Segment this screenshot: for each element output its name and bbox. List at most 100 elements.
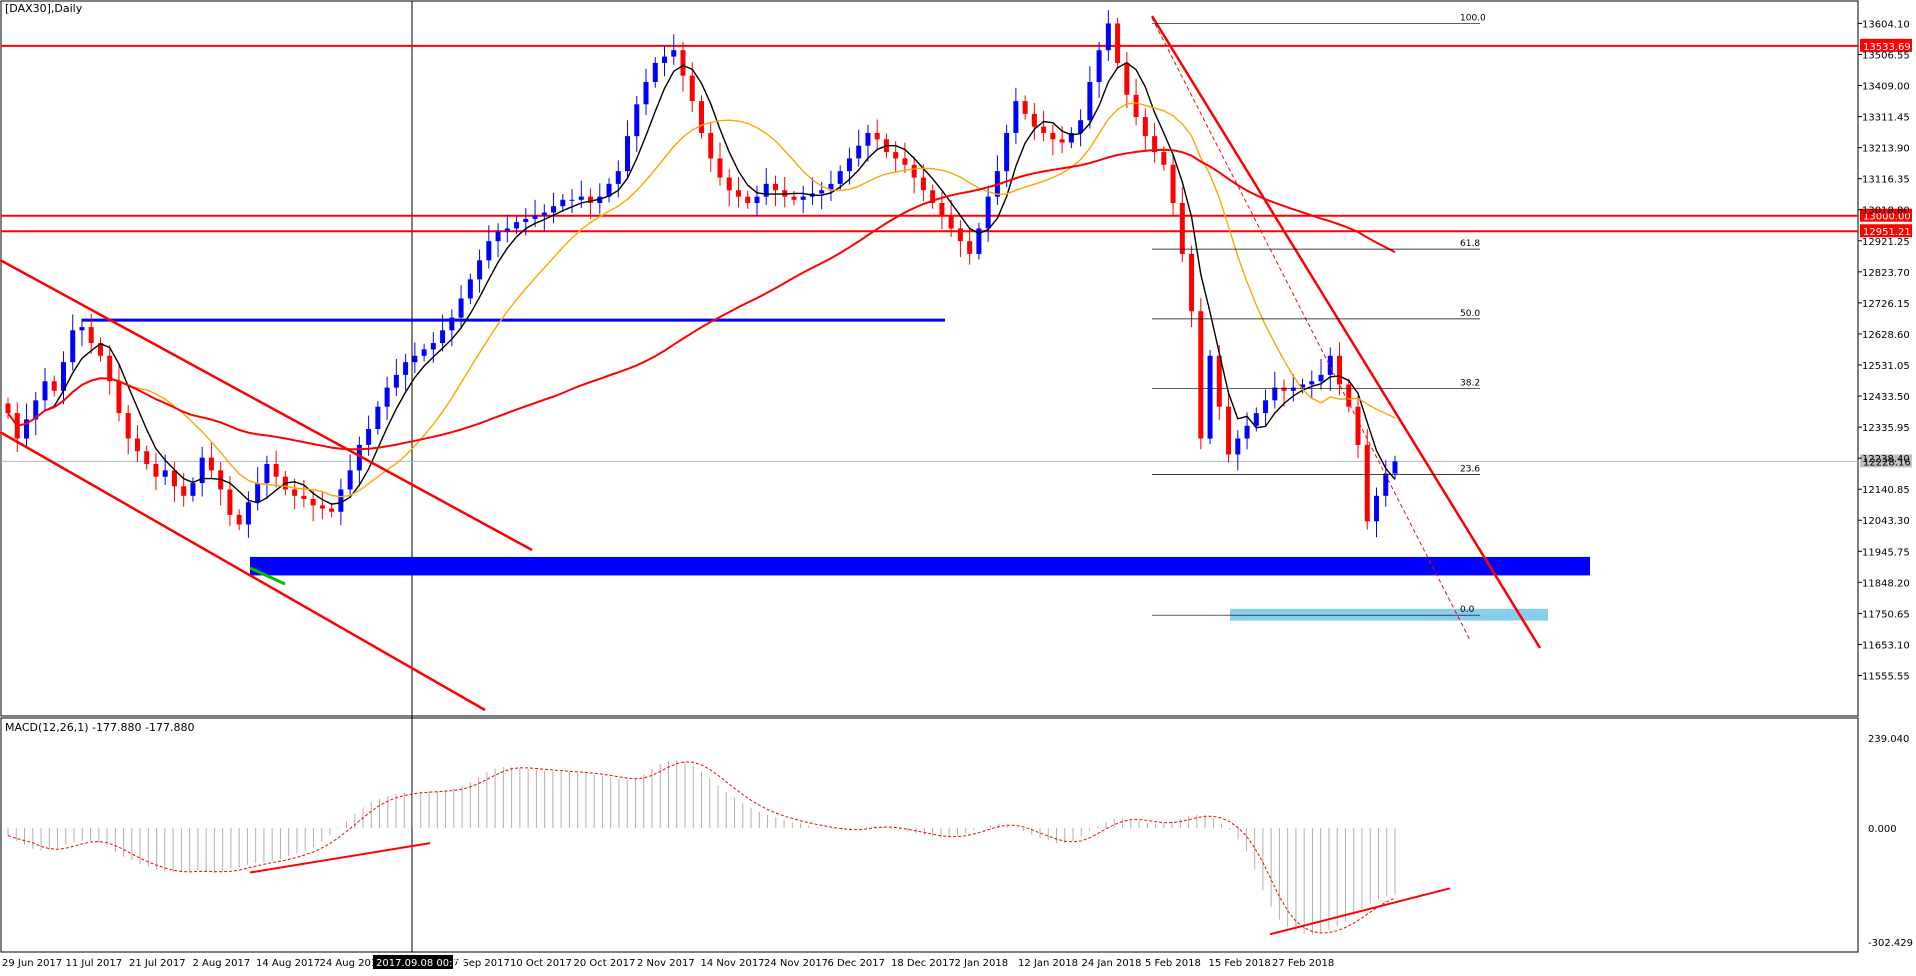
candle-body [1300,384,1306,388]
x-tick-label: 24 Jan 2018 [1082,958,1142,969]
candle-body [791,196,797,200]
x-tick-label: 18 Dec 2017 [891,958,955,969]
candle-body [70,330,76,363]
candle-body [726,177,732,191]
x-tick-label: 5 Feb 2018 [1145,958,1201,969]
candle-body [874,132,880,140]
crosshair-time-box [373,955,453,969]
candle-body [273,464,279,477]
candle-body [689,75,695,102]
candle-body [33,400,39,420]
ma-fast-line [7,61,1396,505]
x-tick-label: 2 Jan 2018 [955,958,1009,969]
price-label-box [1860,454,1912,468]
y-tick-label: 12043.30 [1862,516,1910,527]
candle-body [1318,374,1324,382]
trend-line [1151,17,1471,641]
y-tick-label: 13409.00 [1862,82,1910,93]
candle-body [1337,355,1343,385]
green-segment [249,566,286,586]
candle-body [1263,400,1269,414]
candle-body [255,483,261,503]
candle-body [310,499,316,506]
x-tick-label: 24 Aug 2017 [320,958,384,969]
candle-body [477,260,483,280]
candle-body [1152,136,1158,153]
y-tick-label: 12921.25 [1862,237,1910,248]
candle-body [1115,23,1121,63]
y-tick-label: 12628.60 [1862,330,1910,341]
candle-body [97,343,103,356]
candle-body [948,215,954,229]
y-tick-label: 13604.10 [1862,19,1910,30]
candle-body [181,486,187,496]
fib-level-label: 38.2 [1460,379,1480,389]
candle-body [800,196,806,200]
trend-line [1150,15,1542,649]
x-tick-label: 14 Nov 2017 [701,958,765,969]
y-tick-label: 12140.85 [1862,485,1910,496]
candle-body [967,241,973,254]
candle-body [366,428,372,445]
candle-body [486,241,492,261]
candle-body [1346,384,1352,407]
candle-body [1050,132,1056,140]
x-tick-label: 2 Nov 2017 [637,958,695,969]
x-tick-label: 20 Oct 2017 [574,958,636,969]
candle-body [319,505,325,509]
candle-body [449,317,455,331]
candle-body [134,438,140,452]
candle-body [199,457,205,484]
candle-body [162,470,168,477]
candle-body [1364,444,1370,522]
candle-body [125,413,131,439]
macd-divergence-line [249,842,431,874]
candle-body [819,190,825,194]
candle-body [208,457,214,471]
price-label: 12951.21 [1863,227,1911,238]
candle-body [680,50,686,76]
candle-body [745,196,751,203]
candle-body [865,132,871,146]
candle-body [1189,253,1195,312]
candle-body [856,145,862,159]
candle-body [985,196,991,229]
y-tick-label: 11555.55 [1862,672,1910,683]
candle-body [412,355,418,363]
trend-line [0,430,486,712]
price-label: 12228.16 [1863,457,1911,468]
y-tick-label: 12726.15 [1862,299,1910,310]
candle-body [976,228,982,254]
y-tick-label: 11750.65 [1862,609,1910,620]
candle-body [467,279,473,299]
candle-body [1290,387,1296,391]
y-tick-label: 13506.55 [1862,50,1910,61]
candle-body [1309,381,1315,385]
candle-body [578,196,584,200]
candle-body [356,444,362,471]
candle-body [1161,152,1167,165]
ma-slow-line [7,148,1396,451]
macd-divergence-line [1269,887,1451,936]
candle-body [79,327,85,331]
candle-body [523,218,529,223]
candle-body [634,104,640,137]
candle-body [153,464,159,477]
candle-body [1392,461,1398,474]
candle-body [662,56,668,63]
candle-body [569,199,575,201]
price-label-box [1860,38,1912,52]
candle-body [292,489,298,496]
y-tick-label: 12823.70 [1862,268,1910,279]
candle-body [1031,113,1037,127]
candle-body [699,101,704,133]
fib-level-label: 50.0 [1460,309,1480,319]
macd-y-tick-label: -302.429 [1868,938,1913,949]
candle-body [60,362,66,391]
candle-body [1327,355,1333,375]
candle-body [846,158,852,172]
y-tick-label: 11848.20 [1862,578,1910,589]
price-label: 13000.00 [1863,212,1911,223]
x-tick-label: 2 Aug 2017 [193,958,251,969]
